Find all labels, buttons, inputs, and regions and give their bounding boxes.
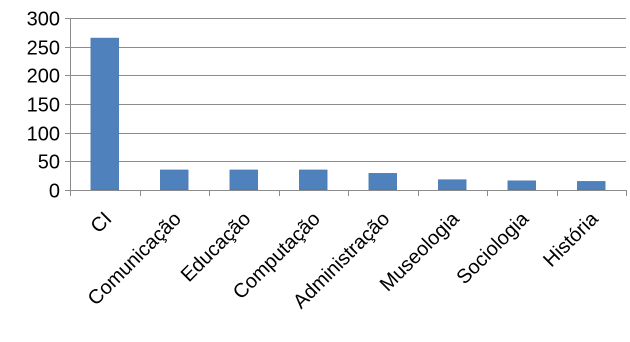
bar-5 (438, 179, 467, 191)
category-label: Sociologia (452, 207, 533, 288)
bar-7 (577, 181, 606, 191)
bar-0 (90, 37, 119, 191)
y-tick-label: 150 (27, 95, 60, 117)
bar-4 (368, 173, 397, 191)
y-tick-label: 300 (27, 9, 60, 31)
y-tick-label: 0 (49, 181, 60, 203)
y-tick-label: 50 (38, 152, 60, 174)
bar-2 (229, 169, 258, 191)
bar-6 (507, 180, 536, 191)
category-label: História (539, 207, 603, 271)
x-category-labels: CIComunicaçãoEducaçãoComputaçãoAdministr… (84, 207, 604, 313)
category-label: CI (87, 208, 117, 238)
y-tick-label: 200 (27, 66, 60, 88)
axes (65, 18, 627, 196)
y-tick-label: 100 (27, 124, 60, 146)
bars (90, 37, 606, 191)
y-tick-labels: 0 50 100 150 200 250 300 (27, 9, 60, 203)
bar-3 (299, 169, 328, 191)
y-tick-label: 250 (27, 38, 60, 60)
bar-1 (160, 169, 189, 191)
gridlines (70, 18, 626, 162)
